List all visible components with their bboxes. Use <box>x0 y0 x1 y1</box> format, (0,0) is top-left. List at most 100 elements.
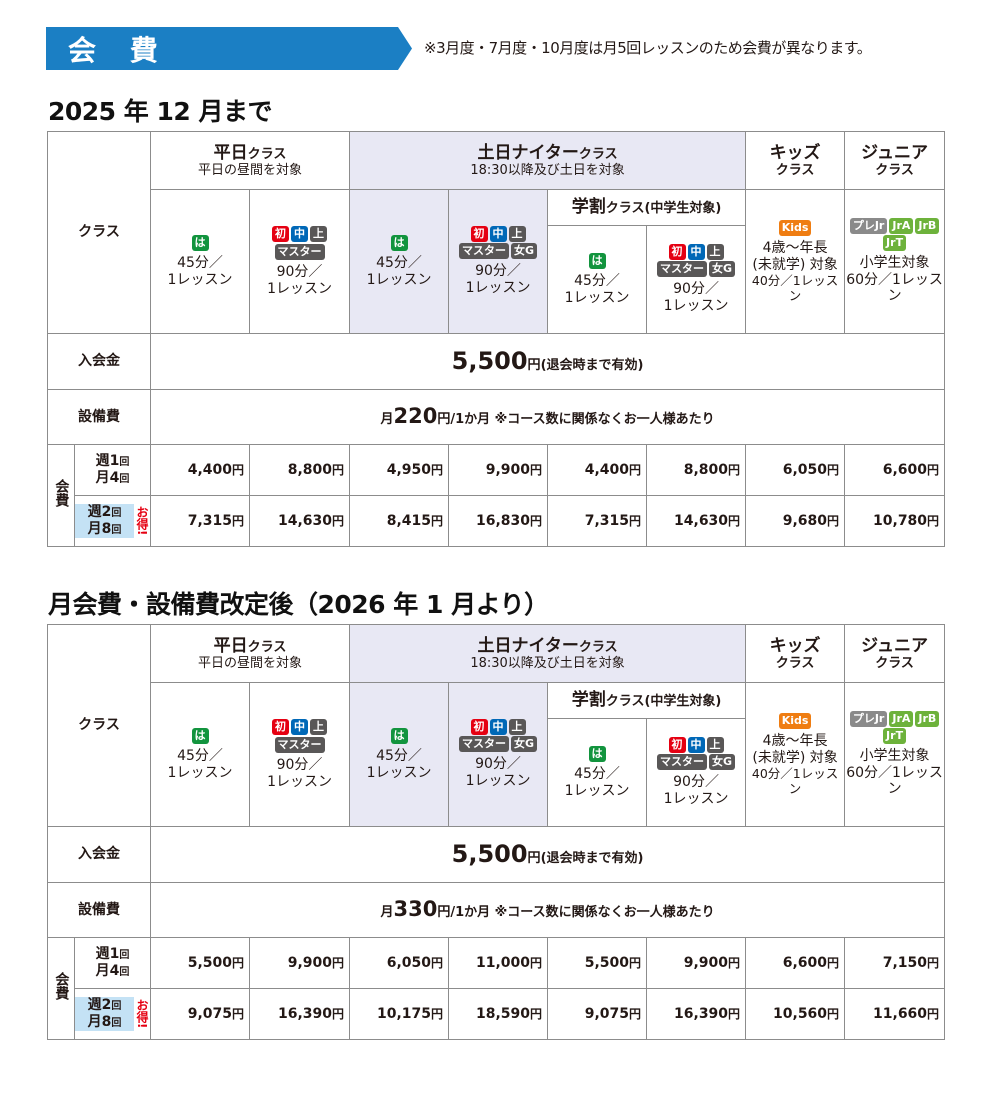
level-badge-icon: JrT <box>883 727 907 744</box>
class-column-cell: は 45分／ 1レッスン <box>349 682 450 827</box>
duration-line: 1レッスン <box>465 280 531 296</box>
price-cell: 9,900円 <box>646 937 747 989</box>
level-badge-icon: は <box>191 727 209 744</box>
duration-line: 45分／ <box>376 254 422 271</box>
level-badge-icon: マスター <box>657 754 708 771</box>
facility-fee-label: 設備費 <box>46 882 152 938</box>
level-badge-icon: 上 <box>310 225 328 242</box>
price-cell: 9,075円 <box>547 988 648 1040</box>
section-banner: 会 費 <box>46 27 412 70</box>
class-column-cell: は 45分／ 1レッスン <box>547 718 648 827</box>
price-cell: 10,780円 <box>844 495 946 547</box>
duration-line: 90分／ <box>276 756 323 773</box>
class-column-cell: 初中上マスター 90分／ 1レッスン <box>249 189 351 334</box>
class-column-cell: 初中上マスター 女G 90分／ 1レッスン <box>448 189 549 334</box>
level-badge-icon: JrA <box>889 710 914 727</box>
level-badge-icon: 女G <box>511 736 538 753</box>
monthly-fee-label: 会費 <box>47 444 75 547</box>
class-column-cell: 初中上マスター 女G 90分／ 1レッスン <box>448 682 549 827</box>
entry-fee-value: 5,500円(退会時まで有効) <box>150 826 946 883</box>
level-badge-icon: Kids <box>778 219 812 236</box>
level-badge-icon: プレJr <box>849 710 888 727</box>
level-badge-icon: 初 <box>470 719 488 736</box>
price-cell: 11,000円 <box>448 937 549 989</box>
duration-line: 45分／ <box>376 747 422 764</box>
price-cell: 6,600円 <box>844 444 946 496</box>
duration-line: 40分／1レッスン <box>751 273 839 304</box>
level-badge-icon: JrA <box>889 217 914 234</box>
level-badge-icon: 初 <box>668 244 686 261</box>
duration-line: 45分／ <box>574 765 620 782</box>
level-badge-icon: JrB <box>915 710 940 727</box>
duration-line: 40分／1レッスン <box>751 766 839 797</box>
level-badge-icon: マスター <box>459 243 510 260</box>
level-badge-icon: 初 <box>272 718 290 735</box>
price-cell: 5,500円 <box>150 937 251 989</box>
level-badge-icon: JrB <box>915 217 940 234</box>
facility-fee-value: 月220円/1か月 ※コース数に関係なくお一人様あたり <box>150 389 946 445</box>
heijitsu-header: 平日クラス 平日の昼間を対象 <box>150 624 351 683</box>
level-badge-icon: は <box>588 252 606 269</box>
duration-line: 1レッスン <box>267 773 332 790</box>
level-badge-icon: は <box>191 234 209 251</box>
price-cell: 8,800円 <box>646 444 747 496</box>
level-badge-icon: 中 <box>291 225 309 242</box>
price-cell: 9,680円 <box>745 495 846 547</box>
price-cell: 9,900円 <box>448 444 549 496</box>
entry-fee-label: 入会金 <box>46 333 152 390</box>
class-column-cell: は 45分／ 1レッスン <box>150 682 251 827</box>
duration-line: 1レッスン <box>167 764 233 781</box>
duration-line: 90分／ <box>673 281 719 298</box>
level-badge-icon: 中 <box>687 737 705 754</box>
level-badge-icon: 上 <box>310 718 328 735</box>
level-badge-icon: は <box>390 727 408 744</box>
otoku-badge: お得! <box>135 999 150 1029</box>
price-cell: 10,560円 <box>745 988 846 1040</box>
gakuwari-header: 学割クラス(中学生対象) <box>547 682 747 719</box>
price-cell: 18,590円 <box>448 988 549 1040</box>
section-title-2025: 2025 年 12 月まで <box>48 97 272 126</box>
duration-line: 45分／ <box>177 747 223 764</box>
class-column-cell: 初中上マスター 女G 90分／ 1レッスン <box>646 718 747 827</box>
class-header-label: クラス <box>46 624 152 827</box>
duration-line: 4歳〜年長 <box>762 239 828 256</box>
level-badge-icon: 女G <box>709 754 736 771</box>
price-cell: 7,150円 <box>844 937 946 989</box>
duration-line: (未就学) 対象 <box>752 749 838 766</box>
notice-text: ※3月度・7月度・10月度は月5回レッスンのため会費が異なります。 <box>424 39 872 57</box>
class-column-cell: プレJr JrA JrB JrT 小学生対象 60分／1レッスン <box>844 189 946 334</box>
price-cell: 14,630円 <box>646 495 747 547</box>
frequency-weekly-1: 週1回 月4回 <box>73 444 152 496</box>
class-column-cell: Kids 4歳〜年長 (未就学) 対象 40分／1レッスン <box>745 682 846 827</box>
class-column-cell: は 45分／ 1レッスン <box>349 189 450 334</box>
frequency-weekly-2: 週2回 月8回 お得! <box>73 988 152 1040</box>
price-cell: 6,050円 <box>349 937 450 989</box>
price-cell: 8,415円 <box>349 495 450 547</box>
duration-line: 1レッスン <box>366 271 432 288</box>
price-cell: 9,900円 <box>249 937 351 989</box>
donichi-header: 土日ナイタークラス 18:30以降及び土日を対象 <box>349 624 747 683</box>
level-badge-icon: は <box>588 745 606 762</box>
price-cell: 16,390円 <box>249 988 351 1040</box>
level-badge-icon: JrT <box>883 234 907 251</box>
junior-header: ジュニア クラス <box>844 624 946 683</box>
duration-line: 小学生対象 <box>859 747 930 764</box>
level-badge-icon: 中 <box>489 226 507 243</box>
duration-line: 4歳〜年長 <box>762 732 828 749</box>
class-column-cell: Kids 4歳〜年長 (未就学) 対象 40分／1レッスン <box>745 189 846 334</box>
duration-line: 45分／ <box>177 254 223 271</box>
junior-header: ジュニア クラス <box>844 131 946 190</box>
level-badge-icon: マスター <box>274 243 325 260</box>
duration-line: 1レッスン <box>366 764 432 781</box>
level-badge-icon: 初 <box>470 226 488 243</box>
level-badge-icon: 女G <box>511 243 538 260</box>
duration-line: 小学生対象 <box>859 254 930 271</box>
price-cell: 4,950円 <box>349 444 450 496</box>
price-cell: 4,400円 <box>547 444 648 496</box>
price-cell: 8,800円 <box>249 444 351 496</box>
duration-line: 1レッスン <box>267 280 332 297</box>
price-cell: 9,075円 <box>150 988 251 1040</box>
class-column-cell: は 45分／ 1レッスン <box>150 189 251 334</box>
duration-line: 1レッスン <box>167 271 233 288</box>
duration-line: 1レッスン <box>663 298 729 314</box>
